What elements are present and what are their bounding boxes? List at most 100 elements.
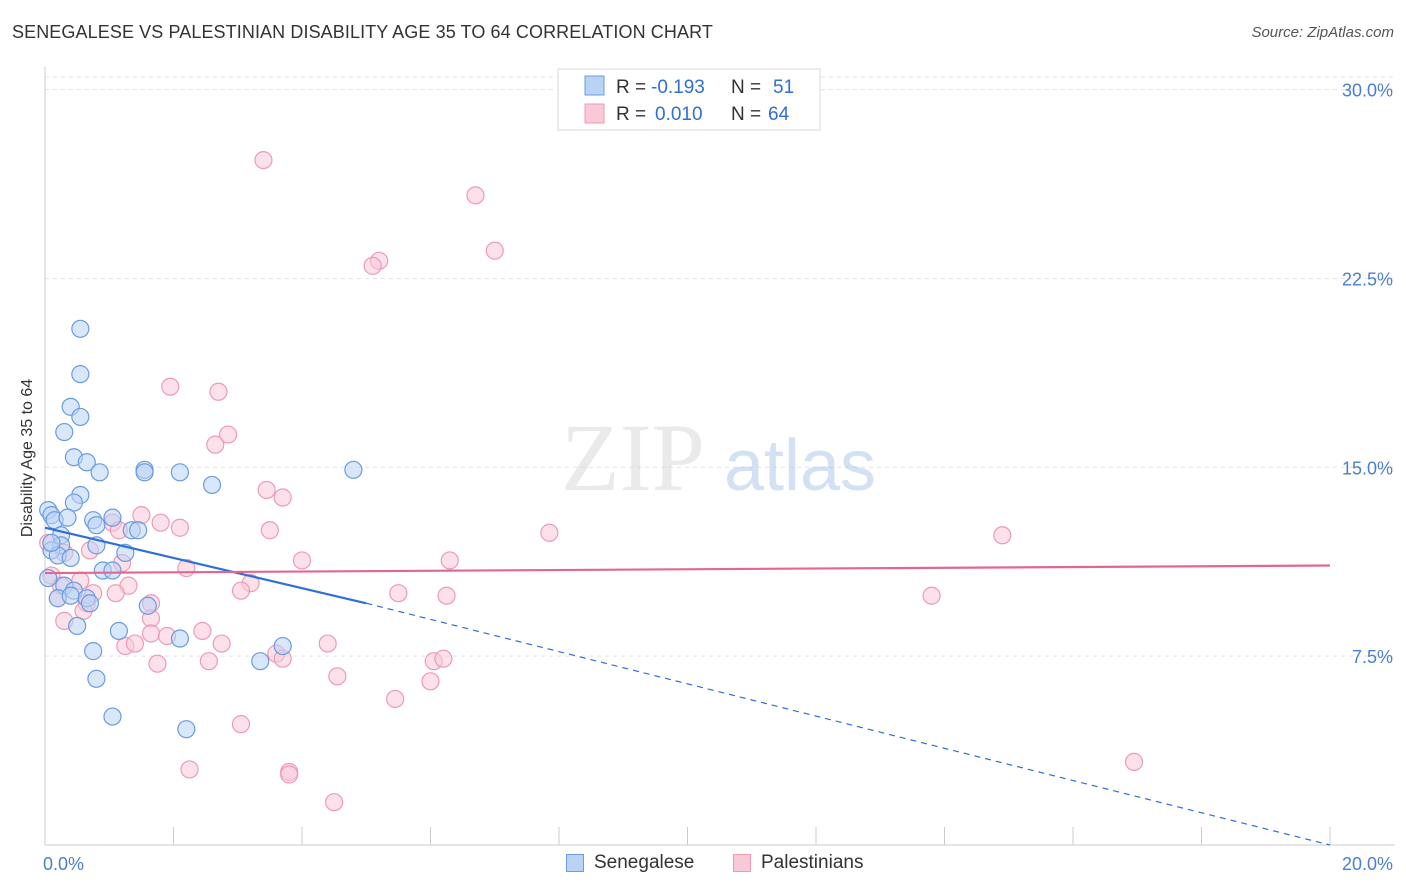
senegalese-point <box>61 586 80 605</box>
palestinian-point <box>421 672 440 691</box>
senegalese-trend-line <box>44 526 367 605</box>
senegalese-trend-extension <box>366 602 1331 846</box>
y-tick-label: 22.5% <box>1342 269 1393 289</box>
senegalese-point <box>177 720 196 739</box>
palestinian-point <box>993 526 1012 545</box>
senegalese-point <box>68 616 87 636</box>
palestinian-point <box>231 581 251 600</box>
legend-r-value-palestinians: 0.010 <box>655 104 703 125</box>
legend-n-label-senegalese: N = <box>731 77 761 98</box>
senegalese-point <box>61 548 80 568</box>
legend-r-value-senegalese: -0.193 <box>651 77 705 98</box>
legend-swatch-palestinians-bottom <box>733 854 751 872</box>
palestinian-point <box>151 513 170 532</box>
palestinian-point <box>318 634 337 653</box>
y-tick-labels: 7.5% 15.0% 22.5% 30.0% <box>1342 81 1393 668</box>
source-credit: Source: ZipAtlas.com <box>1251 24 1394 41</box>
senegalese-point <box>103 508 122 527</box>
senegalese-point <box>103 561 122 580</box>
senegalese-point <box>71 319 90 338</box>
palestinian-point <box>257 480 276 500</box>
senegalese-point <box>109 621 128 641</box>
palestinian-point <box>199 652 218 671</box>
palestinian-point <box>170 518 190 537</box>
x-tick-label-max: 20.0% <box>1342 854 1393 874</box>
legend-label-senegalese: Senegalese <box>594 852 695 873</box>
palestinian-point <box>437 586 456 605</box>
senegalese-points <box>39 319 363 739</box>
senegalese-point <box>77 453 96 472</box>
senegalese-point <box>90 463 109 482</box>
trend-lines <box>44 526 1331 846</box>
palestinian-point <box>540 523 559 542</box>
watermark: ZIP atlas <box>561 404 876 511</box>
palestinian-point <box>180 760 199 779</box>
palestinian-point <box>254 150 273 170</box>
palestinian-point <box>193 621 212 641</box>
palestinians-trend-line <box>44 564 1331 575</box>
palestinian-point <box>325 793 344 812</box>
senegalese-point <box>273 636 292 656</box>
watermark-zip: ZIP <box>561 404 705 511</box>
senegalese-point <box>129 521 148 540</box>
palestinian-point <box>292 551 312 570</box>
legend-swatch-senegalese-bottom <box>566 854 584 872</box>
senegalese-point <box>170 463 190 482</box>
legend-n-label-palestinians: N = <box>731 104 761 125</box>
senegalese-point <box>202 475 222 495</box>
y-tick-label: 15.0% <box>1342 458 1393 478</box>
senegalese-point <box>135 463 154 482</box>
senegalese-point <box>55 422 74 442</box>
legend-r-label-palestinians: R = <box>616 104 646 125</box>
palestinian-point <box>219 425 238 444</box>
legend-swatch-senegalese <box>584 75 605 96</box>
palestinian-point <box>148 654 167 673</box>
senegalese-point <box>84 642 103 661</box>
watermark-atlas: atlas <box>724 426 876 506</box>
palestinian-point <box>386 689 405 709</box>
palestinian-point <box>466 186 485 205</box>
palestinian-point <box>231 715 251 734</box>
legend-item-palestinians: Palestinians <box>733 852 863 874</box>
senegalese-point <box>71 365 90 384</box>
senegalese-point <box>170 629 190 648</box>
palestinian-point <box>141 624 161 643</box>
y-tick-label: 30.0% <box>1342 81 1393 101</box>
palestinian-point <box>260 521 279 540</box>
senegalese-point <box>251 652 270 671</box>
senegalese-point <box>344 460 363 479</box>
legend-label-palestinians: Palestinians <box>761 852 864 873</box>
axes <box>44 67 1395 846</box>
palestinian-point <box>328 667 347 686</box>
palestinian-point <box>125 634 145 653</box>
palestinian-point <box>206 435 225 454</box>
palestinian-point <box>161 377 180 396</box>
legend-n-value-palestinians: 64 <box>768 104 790 125</box>
palestinian-point <box>209 382 228 401</box>
senegalese-point <box>87 669 106 688</box>
legend-swatch-palestinians <box>584 103 605 124</box>
palestinian-point <box>106 584 125 603</box>
legend-r-label-senegalese: R = <box>616 77 646 98</box>
senegalese-point <box>103 707 122 726</box>
palestinian-point <box>922 586 941 605</box>
legend-item-senegalese: Senegalese <box>566 852 694 874</box>
palestinian-point <box>1124 752 1144 772</box>
x-tick-label-min: 0.0% <box>43 854 84 874</box>
palestinian-point <box>440 551 459 570</box>
palestinian-point <box>273 488 292 507</box>
palestinian-point <box>132 506 151 525</box>
y-tick-label: 7.5% <box>1352 647 1393 667</box>
senegalese-point <box>80 594 100 613</box>
palestinian-point <box>434 649 453 668</box>
senegalese-point <box>58 508 77 527</box>
senegalese-point <box>64 493 84 512</box>
senegalese-point <box>138 596 157 615</box>
senegalese-point <box>71 407 90 427</box>
legend-n-value-senegalese: 51 <box>773 77 794 98</box>
senegalese-point <box>87 516 106 535</box>
palestinian-point <box>280 765 299 784</box>
bottom-legend: Senegalese Palestinians <box>0 852 1406 876</box>
palestinian-point <box>363 256 382 275</box>
